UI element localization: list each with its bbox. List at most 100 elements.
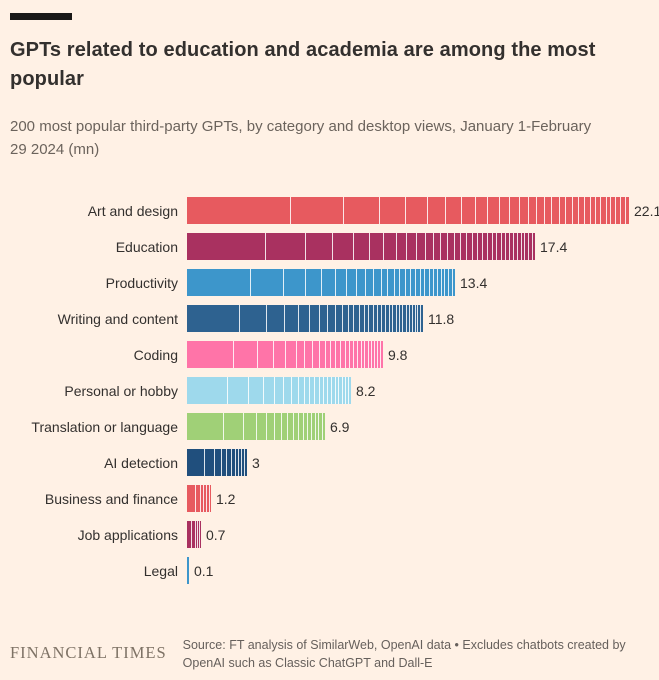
bar-segment <box>418 305 422 332</box>
chart-row: Job applications 0.7 <box>10 521 649 548</box>
category-label: Coding <box>133 346 178 363</box>
bar-segment <box>331 341 337 368</box>
bar-segment <box>264 377 275 404</box>
bar-chart: Art and design 22.1 Education 17.4 Productiv… <box>10 197 659 584</box>
bar-segment <box>358 341 362 368</box>
bar-segment <box>187 485 196 512</box>
bar-segment <box>388 269 395 296</box>
bar-segment <box>596 197 602 224</box>
bar-segment <box>529 197 538 224</box>
bar-segment <box>369 341 372 368</box>
bar-segment <box>244 413 257 440</box>
bar-track: 17.4 <box>187 233 649 260</box>
bar-segment <box>346 377 349 404</box>
chart-row: Art and design 22.1 <box>10 197 659 224</box>
category-label: Translation or language <box>31 418 178 435</box>
bar-track: 13.4 <box>187 269 649 296</box>
bar-segment <box>525 233 530 260</box>
bar-segment <box>611 197 617 224</box>
bar-segment <box>187 521 193 548</box>
bar-segment <box>306 269 323 296</box>
bar-segment <box>251 269 284 296</box>
bar-segment <box>378 305 383 332</box>
bar-segment <box>430 269 434 296</box>
bar-segment <box>187 233 267 260</box>
bar-segment <box>438 269 442 296</box>
bar-segment <box>520 197 529 224</box>
bar-segment <box>448 233 455 260</box>
bar-segment <box>320 341 326 368</box>
bar-segment <box>434 233 442 260</box>
bar-segment <box>347 269 358 296</box>
chart-row: AI detection 3 <box>10 449 649 476</box>
bar-segment <box>533 233 535 260</box>
bar-segment <box>275 377 285 404</box>
bar-segment <box>187 341 234 368</box>
bar-segment <box>310 377 316 404</box>
bar-segment <box>393 305 397 332</box>
bar-segment <box>502 233 506 260</box>
bar-segment <box>304 413 308 440</box>
bar-segment <box>384 233 397 260</box>
chart-row: Translation or language 6.9 <box>10 413 649 440</box>
bar-segment <box>453 269 455 296</box>
bar-segment <box>421 305 423 332</box>
bar <box>187 341 383 368</box>
bar-segment <box>207 485 210 512</box>
bar-segment <box>500 197 511 224</box>
bar-segment <box>323 413 325 440</box>
bar-segment <box>288 413 294 440</box>
bar-segment <box>417 233 426 260</box>
bar-track: 8.2 <box>187 377 649 404</box>
bar-segment <box>445 269 449 296</box>
bar-segment <box>336 341 342 368</box>
bar-segment <box>365 341 369 368</box>
bar-segment <box>336 377 340 404</box>
bar-segment <box>529 233 533 260</box>
bar-segment <box>579 197 585 224</box>
chart-footer: FINANCIAL TIMES Source: FT analysis of S… <box>10 636 649 672</box>
bar-segment <box>467 233 473 260</box>
bar-segment <box>336 269 348 296</box>
bar-segment <box>227 449 232 476</box>
bar-segment <box>478 233 484 260</box>
bar-segment <box>258 341 274 368</box>
bar-segment <box>510 233 515 260</box>
source-note: Source: FT analysis of SimilarWeb, OpenA… <box>182 637 626 670</box>
bar-segment <box>187 269 252 296</box>
bar-segment <box>566 197 573 224</box>
value-label: 13.4 <box>460 274 488 291</box>
bar-segment <box>187 449 206 476</box>
bar-segment <box>297 341 306 368</box>
value-label: 22.1 <box>634 202 659 219</box>
ft-accent-bar <box>10 13 72 20</box>
bar-segment <box>407 233 417 260</box>
bar-segment <box>222 449 228 476</box>
bar-segment <box>200 521 201 548</box>
bar-segment <box>425 269 430 296</box>
bar-segment <box>350 341 355 368</box>
bar-segment <box>522 233 526 260</box>
bar-segment <box>411 269 417 296</box>
bar-segment <box>332 377 336 404</box>
bar-segment <box>285 305 299 332</box>
bar-segment <box>242 449 246 476</box>
bar-segment <box>473 233 478 260</box>
bar-segment <box>249 377 264 404</box>
bar-segment <box>397 305 401 332</box>
bar-segment <box>187 413 225 440</box>
bar-segment <box>413 305 416 332</box>
bar-segment <box>228 377 250 404</box>
bar-segment <box>362 341 366 368</box>
bar-track: 22.1 <box>187 197 659 224</box>
bar-segment <box>349 377 351 404</box>
bar-segment <box>187 557 189 584</box>
bar-segment <box>428 197 447 224</box>
bar-segment <box>284 377 292 404</box>
bar-segment <box>224 413 244 440</box>
bar-segment <box>204 485 208 512</box>
bar-segment <box>198 521 201 548</box>
bar-segment <box>441 233 449 260</box>
bar-segment <box>395 269 401 296</box>
bar-segment <box>299 305 311 332</box>
